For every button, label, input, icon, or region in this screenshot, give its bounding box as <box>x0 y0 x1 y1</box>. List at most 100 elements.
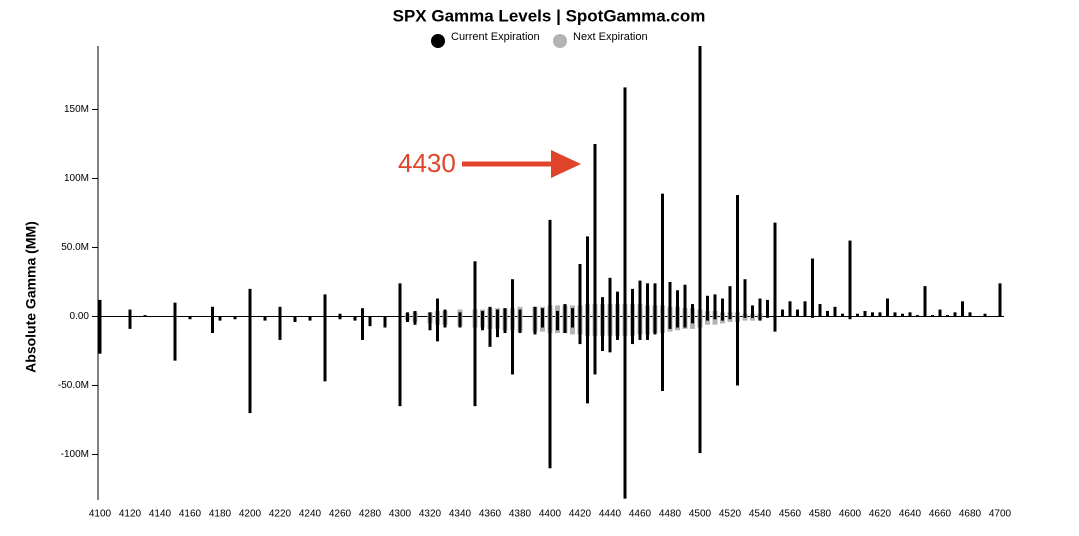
legend-label: Next Expiration <box>573 31 648 43</box>
bar <box>803 301 807 317</box>
bar <box>646 316 649 340</box>
bar <box>758 316 762 321</box>
bar <box>518 309 522 317</box>
annotation-text: 4430 <box>398 148 456 178</box>
bar <box>796 309 799 317</box>
bar <box>833 306 837 317</box>
legend-marker <box>553 34 567 48</box>
bar <box>631 288 634 317</box>
bar <box>263 316 267 321</box>
legend-marker <box>431 34 445 48</box>
bar <box>571 316 574 328</box>
bar <box>781 309 784 317</box>
bar <box>593 316 597 375</box>
bar <box>173 316 177 361</box>
bar <box>676 316 679 328</box>
bar <box>818 304 822 317</box>
bar <box>788 301 792 317</box>
x-tick-label: 4380 <box>509 509 532 520</box>
bar <box>908 312 912 317</box>
bar <box>721 298 724 317</box>
bar <box>676 290 679 317</box>
x-tick-label: 4140 <box>149 509 172 520</box>
bar <box>758 298 762 317</box>
bar <box>750 316 755 321</box>
bar <box>848 316 852 320</box>
y-tick-label: 150M <box>64 104 89 115</box>
bar <box>811 316 814 318</box>
x-tick-label: 4420 <box>569 509 592 520</box>
bar <box>653 316 657 335</box>
bar <box>766 316 769 318</box>
bar <box>878 312 882 317</box>
bar <box>608 277 612 317</box>
bar <box>946 315 949 317</box>
bar <box>563 304 567 317</box>
bar <box>601 297 604 317</box>
bar <box>398 283 402 317</box>
bar <box>398 316 402 407</box>
x-tick-label: 4220 <box>269 509 292 520</box>
bar <box>563 316 567 334</box>
bar <box>698 316 702 454</box>
bar <box>953 312 957 317</box>
bar <box>728 286 732 317</box>
bar <box>638 280 642 317</box>
bar <box>473 261 477 317</box>
bar <box>766 299 769 317</box>
bar <box>211 306 214 317</box>
bar <box>488 316 492 347</box>
bar <box>863 310 867 317</box>
y-tick-label: 50.0M <box>61 242 89 253</box>
bar <box>428 316 432 331</box>
x-tick-label: 4300 <box>389 509 412 520</box>
bar <box>406 316 409 322</box>
bar <box>548 219 552 317</box>
bar <box>713 294 717 317</box>
y-tick-label: 100M <box>64 173 89 184</box>
bar <box>901 313 904 317</box>
bar <box>712 316 718 325</box>
bar <box>706 295 709 317</box>
bar <box>98 299 102 317</box>
bar <box>488 306 492 317</box>
bar <box>661 193 664 317</box>
x-tick-label: 4200 <box>239 509 262 520</box>
bar <box>428 312 432 317</box>
bar <box>631 316 634 345</box>
bar <box>578 316 582 345</box>
bar <box>413 310 417 317</box>
x-tick-label: 4700 <box>989 509 1012 520</box>
bar <box>668 281 672 317</box>
bar <box>998 283 1002 317</box>
bar <box>361 308 364 317</box>
x-tick-label: 4540 <box>749 509 772 520</box>
bar <box>473 316 477 407</box>
bar <box>541 308 544 317</box>
x-tick-label: 4240 <box>299 509 322 520</box>
bar <box>511 279 514 317</box>
bar <box>443 309 447 317</box>
bar <box>743 316 747 318</box>
x-tick-label: 4340 <box>449 509 472 520</box>
bar <box>555 305 560 317</box>
bar <box>481 316 484 331</box>
bar <box>496 316 499 338</box>
bar <box>608 316 612 353</box>
bar <box>211 316 214 334</box>
x-tick-label: 4360 <box>479 509 502 520</box>
x-tick-label: 4280 <box>359 509 382 520</box>
bar <box>578 264 582 317</box>
bar <box>586 316 589 404</box>
bar <box>751 305 754 317</box>
x-tick-label: 4680 <box>959 509 982 520</box>
bar <box>361 316 364 340</box>
bar <box>983 313 987 317</box>
y-tick-label: -50.0M <box>58 380 89 391</box>
bar <box>893 312 897 317</box>
bar <box>518 316 522 334</box>
bar <box>233 316 237 320</box>
bar <box>886 298 889 317</box>
